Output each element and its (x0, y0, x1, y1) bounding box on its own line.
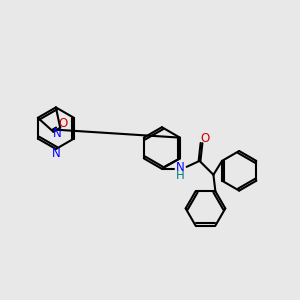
Text: H: H (176, 169, 185, 182)
Text: O: O (58, 117, 68, 130)
Text: N: N (176, 161, 185, 174)
Text: N: N (52, 148, 60, 160)
Text: N: N (53, 127, 62, 140)
Text: O: O (201, 132, 210, 145)
